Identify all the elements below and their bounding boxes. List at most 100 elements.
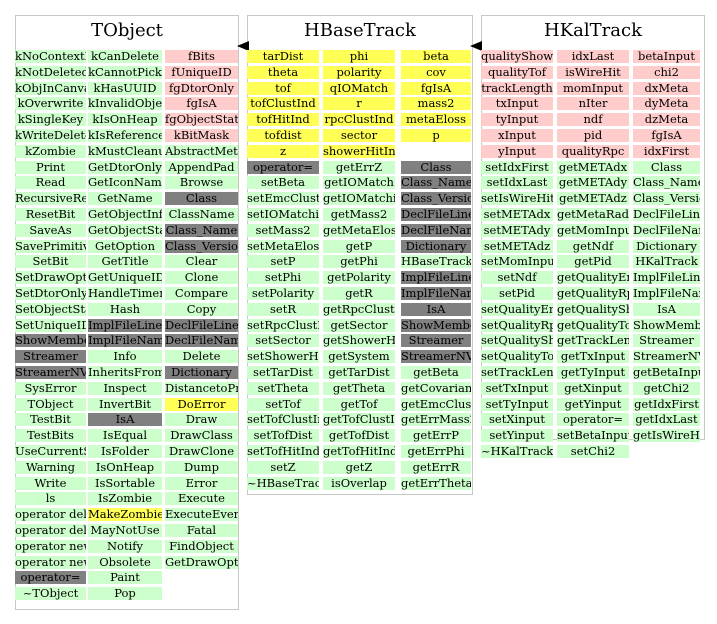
member-hkaltrack-getchi2: getChi2: [633, 381, 700, 395]
member-hkaltrack-class: Class: [633, 160, 700, 174]
member-hbasetrack-blank: [401, 145, 471, 158]
member-hkaltrack-betainput: betaInput: [633, 50, 700, 63]
member-tobject-setobjectstat: SetObjectStat: [15, 302, 86, 316]
member-hbasetrack-geterrphi: getErrPhi: [401, 445, 471, 458]
member-hkaltrack-ndf: ndf: [557, 113, 629, 127]
member-hkaltrack-qualityshower: qualityShower: [481, 50, 553, 63]
member-hbasetrack-gettof: getTof: [323, 397, 395, 411]
member-tobject-saveprimitive: SavePrimitive: [15, 239, 86, 253]
member-tobject-operator: operator=: [15, 571, 86, 585]
member-tobject-koverwrite: kOverwrite: [15, 97, 86, 111]
member-hbasetrack-tofhitind: tofHitInd: [247, 113, 319, 127]
member-tobject-executeevent: ExecuteEvent: [165, 508, 238, 522]
member-tobject-fgdtoronly: fgDtorOnly: [165, 81, 238, 95]
member-hkaltrack-qualityrpc: qualityRpc: [557, 144, 629, 158]
member-tobject-info: Info: [88, 350, 162, 364]
member-hkaltrack-dymeta: dyMeta: [633, 97, 700, 111]
member-hkaltrack-getiswirehit: getIsWireHit: [633, 429, 700, 443]
member-tobject-tobject: ~TObject: [15, 587, 86, 601]
member-hkaltrack-getpid: getPid: [557, 255, 629, 269]
member-tobject-kcandelete: kCanDelete: [88, 50, 162, 63]
member-tobject-clone: Clone: [165, 271, 238, 285]
member-hbasetrack-setp: setP: [247, 255, 319, 269]
member-tobject-invertbit: InvertBit: [88, 397, 162, 411]
member-hbasetrack-getbeta: getBeta: [401, 366, 471, 379]
member-hbasetrack-gettofhitind: getTofHitInd: [323, 445, 395, 458]
member-tobject-knocontextmenu: kNoContextMenu: [15, 50, 86, 63]
member-tobject-pop: Pop: [88, 587, 162, 601]
member-hkaltrack-niter: nIter: [557, 97, 629, 111]
member-hbasetrack-settofclustind: setTofClustInd: [247, 413, 319, 427]
member-hkaltrack-hkaltrack: ~HKalTrack: [481, 445, 553, 458]
member-tobject-fbits: fBits: [165, 50, 238, 63]
member-hbasetrack-isoverlap: isOverlap: [323, 476, 395, 490]
member-tobject-getdrawoption: GetDrawOption: [165, 555, 238, 569]
member-tobject-getobjectstat: GetObjectStat: [88, 223, 162, 237]
member-tobject-error: Error: [165, 476, 238, 490]
member-tobject-setuniqueid: SetUniqueID: [15, 318, 86, 332]
member-tobject-getdtoronly: GetDtorOnly: [88, 160, 162, 174]
member-tobject-gettitle: GetTitle: [88, 255, 162, 269]
member-hbasetrack-setmass2: setMass2: [247, 223, 319, 237]
member-hbasetrack-class-version: Class_Version: [401, 192, 471, 206]
member-tobject-read: Read: [15, 176, 86, 190]
member-hkaltrack-setpid: setPid: [481, 287, 553, 300]
member-hbasetrack-streamer: Streamer: [401, 334, 471, 348]
member-tobject-kobjincanvas: kObjInCanvas: [15, 81, 86, 95]
member-hbasetrack-dictionary: Dictionary: [401, 239, 471, 253]
member-hkaltrack-getmetadz: getMETAdz: [557, 192, 629, 206]
member-tobject-drawclone: DrawClone: [165, 445, 238, 458]
member-tobject-browse: Browse: [165, 176, 238, 190]
member-tobject-implfileline: ImplFileLine: [88, 318, 162, 332]
member-hkaltrack-gettyinput: getTyInput: [557, 366, 629, 379]
member-tobject-kwritedelete: kWriteDelete: [15, 129, 86, 142]
member-tobject-compare: Compare: [165, 287, 238, 300]
member-tobject-execute: Execute: [165, 492, 238, 506]
member-tobject-kzombie: kZombie: [15, 144, 86, 158]
member-tobject-khasuuid: kHasUUID: [88, 81, 162, 95]
member-hkaltrack-setqualityrpc: setQualityRpc: [481, 318, 553, 332]
member-hbasetrack-setr: setR: [247, 302, 319, 316]
member-hbasetrack-getcovariance: getCovariance: [401, 381, 471, 395]
member-hkaltrack-settracklength: setTrackLength: [481, 366, 553, 379]
member-tobject-findobject: FindObject: [165, 539, 238, 553]
member-hkaltrack-yinput: yInput: [481, 144, 553, 158]
member-hbasetrack-geterrr: getErrR: [401, 460, 471, 474]
member-hbasetrack-tofdist: tofdist: [247, 129, 319, 142]
member-hbasetrack-getmetaeloss: getMetaEloss: [323, 223, 395, 237]
member-tobject-operator-delete: operator delete[]: [15, 524, 86, 537]
member-hkaltrack-tracklength: trackLength: [481, 81, 553, 95]
member-tobject-iszombie: IsZombie: [88, 492, 162, 506]
member-tobject-operator-new: operator new[]: [15, 555, 86, 569]
member-hbasetrack-setphi: setPhi: [247, 271, 319, 285]
member-tobject-notify: Notify: [88, 539, 162, 553]
member-hkaltrack-dictionary: Dictionary: [633, 239, 700, 253]
member-hbasetrack-mass2: mass2: [401, 97, 471, 111]
member-tobject-draw: Draw: [165, 413, 238, 427]
member-hbasetrack-qiomatch: qIOMatch: [323, 81, 395, 95]
member-hbasetrack-gettheta: getTheta: [323, 381, 395, 395]
member-hkaltrack-setyinput: setYinput: [481, 429, 553, 443]
member-hkaltrack-implfilename: ImplFileName: [633, 287, 700, 300]
member-hkaltrack-setqualityshower: setQualityShower: [481, 334, 553, 348]
member-hbasetrack-isa: IsA: [401, 302, 471, 316]
member-tobject-saveas: SaveAs: [15, 223, 86, 237]
member-hkaltrack-gettracklength: getTrackLength: [557, 334, 629, 348]
member-hbasetrack-declfileline: DeclFileLine: [401, 208, 471, 221]
member-tobject-maynotuse: MayNotUse: [88, 524, 162, 537]
member-hkaltrack-getxinput: getXinput: [557, 381, 629, 395]
member-tobject-kinvalidobject: kInvalidObject: [88, 97, 162, 111]
member-tobject-setdrawoption: SetDrawOption: [15, 271, 86, 285]
member-hkaltrack-txinput: txInput: [481, 97, 553, 111]
member-hkaltrack-getqualitytof: getQualityTof: [557, 318, 629, 332]
member-tobject-testbit: TestBit: [15, 413, 86, 427]
member-tobject-fgobjectstat: fgObjectStat: [165, 113, 238, 127]
member-hbasetrack-beta: beta: [401, 50, 471, 63]
member-hbasetrack-setshowerhitind: setShowerHitInd: [247, 350, 319, 364]
member-hbasetrack-class-name: Class_Name: [401, 176, 471, 190]
member-hbasetrack-hbasetrack: HBaseTrack: [401, 255, 471, 269]
member-hbasetrack-p: p: [401, 129, 471, 142]
member-tobject-declfilename: DeclFileName: [165, 334, 238, 348]
member-tobject-knotdeleted: kNotDeleted: [15, 65, 86, 79]
member-hbasetrack-getrpcclustind: getRpcClustInd: [323, 302, 395, 316]
